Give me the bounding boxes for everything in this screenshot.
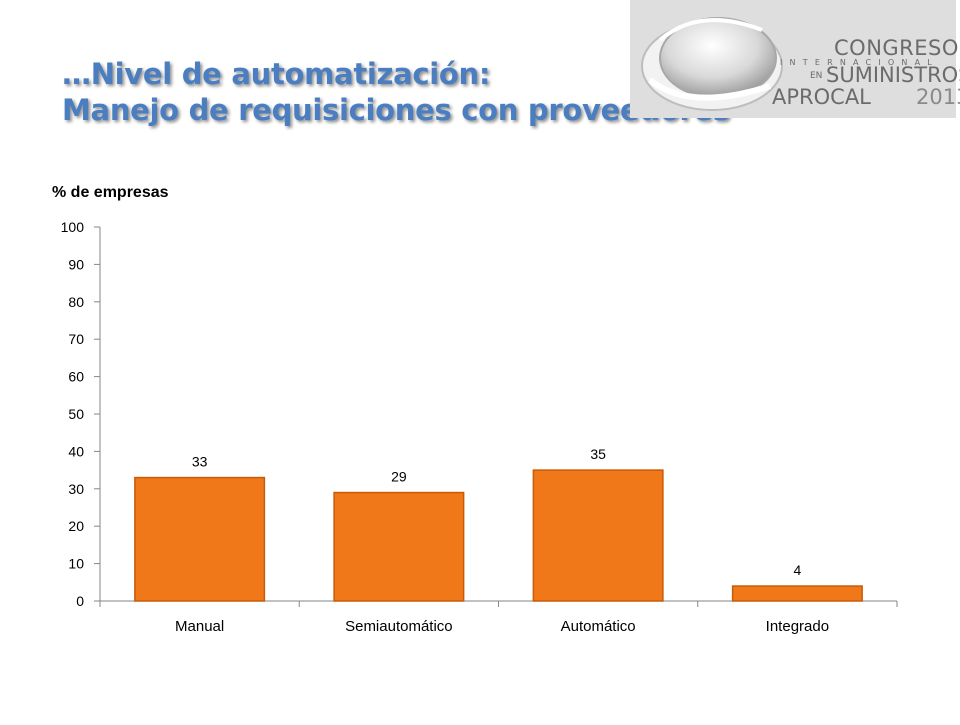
y-tick-label: 20 bbox=[68, 518, 84, 534]
x-category-label: Automático bbox=[561, 618, 636, 635]
bar-semiautomtico bbox=[333, 491, 465, 602]
bar-automtico bbox=[532, 469, 664, 602]
y-tick-label: 50 bbox=[68, 406, 84, 422]
x-category-label: Manual bbox=[175, 618, 224, 635]
bar-manual bbox=[134, 476, 266, 602]
logo-congreso: CONGRESO bbox=[834, 36, 959, 60]
logo-emblem-icon bbox=[641, 17, 783, 111]
title-line-2: Manejo de requisiciones con proveedores bbox=[62, 93, 730, 127]
y-tick-label: 40 bbox=[68, 443, 84, 459]
logo-en: EN bbox=[810, 71, 823, 81]
data-label: 35 bbox=[590, 446, 606, 462]
y-tick-label: 100 bbox=[61, 219, 85, 235]
slide-title: …Nivel de automatización: Manejo de requ… bbox=[62, 56, 802, 128]
data-label: 33 bbox=[192, 454, 208, 470]
data-label: 4 bbox=[793, 562, 801, 578]
logo-aprocal: APROCAL bbox=[772, 85, 871, 109]
data-label: 29 bbox=[391, 469, 407, 485]
y-tick-label: 10 bbox=[68, 556, 84, 572]
x-category-label: Integrado bbox=[766, 618, 829, 635]
y-tick-label: 30 bbox=[68, 481, 84, 497]
y-axis-label: % de empresas bbox=[52, 184, 169, 201]
y-tick-label: 90 bbox=[68, 256, 84, 272]
bar-integrado bbox=[731, 585, 863, 602]
logo-internacional: INTERNACIONAL bbox=[780, 58, 939, 67]
y-tick-label: 0 bbox=[76, 593, 84, 609]
y-tick-label: 70 bbox=[68, 331, 84, 347]
y-tick-label: 80 bbox=[68, 294, 84, 310]
logo-year: 2013 bbox=[916, 85, 960, 109]
y-tick-label: 60 bbox=[68, 369, 84, 385]
title-line-1: …Nivel de automatización: bbox=[62, 57, 491, 91]
logo-suministros: SUMINISTROS bbox=[826, 63, 960, 87]
x-category-label: Semiautomático bbox=[345, 618, 453, 635]
congress-logo: CONGRESO INTERNACIONAL EN SUMINISTROS AP… bbox=[630, 0, 960, 118]
